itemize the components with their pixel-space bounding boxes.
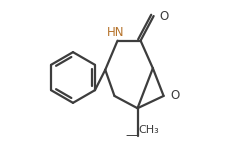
Text: O: O — [159, 10, 168, 23]
Text: CH₃: CH₃ — [138, 125, 158, 135]
Text: —: — — [125, 129, 137, 142]
Text: O: O — [169, 89, 179, 102]
Text: HN: HN — [107, 26, 124, 39]
